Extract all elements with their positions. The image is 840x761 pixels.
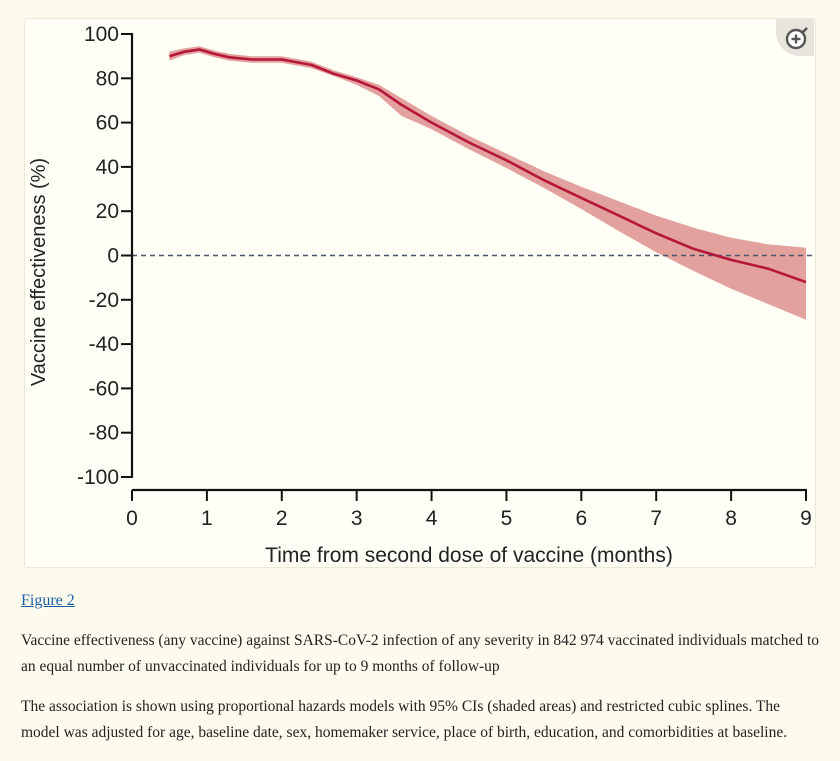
x-tick-label: 0 (126, 507, 138, 530)
x-axis-label: Time from second dose of vaccine (months… (265, 544, 673, 567)
y-tick-label: -60 (89, 377, 119, 400)
zoom-in-icon (785, 27, 808, 50)
y-tick-label: -80 (89, 422, 119, 445)
confidence-band (169, 46, 806, 320)
x-tick-label: 1 (201, 507, 213, 530)
figure-caption-body: The association is shown using proportio… (21, 698, 788, 741)
x-tick-label: 8 (725, 507, 737, 530)
y-tick-label: 0 (107, 245, 119, 268)
x-tick-label: 9 (800, 507, 812, 530)
x-tick-label: 2 (276, 507, 288, 530)
effectiveness-line (169, 48, 807, 284)
zoom-button[interactable] (776, 18, 814, 56)
x-tick-label: 4 (426, 507, 438, 530)
x-tick-label: 3 (351, 507, 363, 530)
y-tick-label: 80 (96, 67, 119, 90)
y-axis-label: Vaccine effectiveness (%) (28, 158, 50, 386)
figure-panel: 100 80 60 40 20 0 -20 -40 -60 -80 -100 0 1 2 3 4 5 6 7 8 9 V… (24, 18, 816, 568)
x-tick-label: 6 (575, 507, 587, 530)
y-tick-label: -40 (89, 333, 119, 356)
y-tick-label: -20 (89, 289, 119, 312)
y-tick-label: 60 (96, 112, 119, 135)
figure-caption-title: Vaccine effectiveness (any vaccine) agai… (21, 632, 820, 675)
y-tick-label: -100 (77, 466, 119, 489)
vaccine-effectiveness-chart: 100 80 60 40 20 0 -20 -40 -60 -80 -100 0 1 2 3 4 5 6 7 8 9 V… (28, 23, 815, 567)
y-tick-label: 40 (96, 156, 119, 179)
figure-link[interactable]: Figure 2 (21, 592, 75, 609)
y-tick-label: 100 (84, 23, 119, 46)
y-tick-label: 20 (96, 200, 119, 223)
x-tick-label: 7 (650, 507, 662, 530)
x-tick-label: 5 (501, 507, 513, 530)
